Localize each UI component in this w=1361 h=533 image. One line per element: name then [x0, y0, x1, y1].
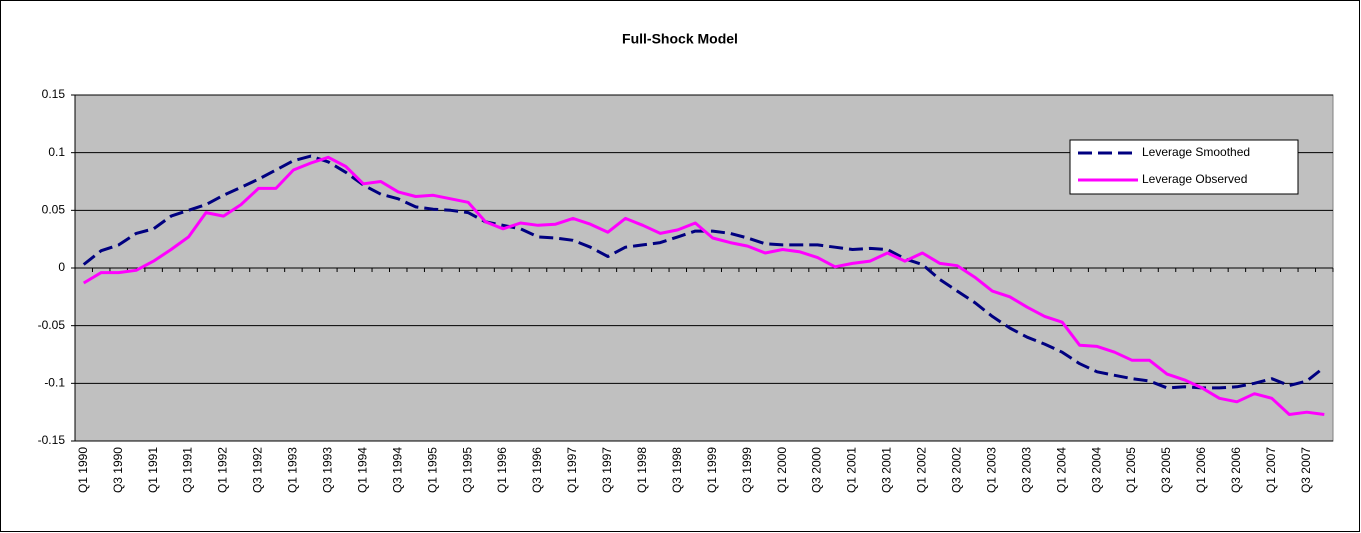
x-tick-label: Q3 1996 [530, 447, 544, 493]
chart-title: Full-Shock Model [622, 31, 738, 47]
series-line [82, 155, 1325, 416]
x-tick-label: Q1 2002 [915, 447, 929, 493]
x-tick-label: Q3 2001 [880, 447, 894, 493]
y-tick-label: -0.1 [44, 376, 65, 390]
x-tick-label: Q1 2006 [1194, 447, 1208, 493]
x-tick-label: Q3 2005 [1159, 447, 1173, 493]
x-tick-label: Q3 1992 [251, 447, 265, 493]
x-tick-label: Q3 1994 [390, 447, 404, 493]
legend-label: Leverage Smoothed [1142, 145, 1250, 159]
x-tick-label: Q3 2000 [810, 447, 824, 493]
x-tick-label: Q3 1990 [111, 447, 125, 493]
x-tick-label: Q3 1999 [740, 447, 754, 493]
x-tick-label: Q3 1997 [600, 447, 614, 493]
x-tick-label: Q3 2003 [1019, 447, 1033, 493]
x-tick-label: Q1 1999 [705, 447, 719, 493]
y-tick-label: 0.05 [42, 203, 66, 217]
x-tick-label: Q3 1998 [670, 447, 684, 493]
x-tick-label: Q1 2005 [1124, 447, 1138, 493]
x-tick-label: Q1 2003 [984, 447, 998, 493]
x-tick-label: Q1 1998 [635, 447, 649, 493]
x-tick-label: Q1 2007 [1264, 447, 1278, 493]
x-tick-label: Q1 1997 [565, 447, 579, 493]
x-tick-label: Q3 2002 [950, 447, 964, 493]
x-tick-label: Q1 1995 [425, 447, 439, 493]
y-tick-label: -0.15 [38, 433, 66, 447]
legend-box [1069, 139, 1299, 195]
legend-label: Leverage Observed [1142, 172, 1247, 186]
x-tick-label: Q1 1991 [146, 447, 160, 493]
y-tick-label: 0.1 [48, 145, 65, 159]
x-tick-label: Q1 1994 [355, 447, 369, 493]
x-tick-label: Q1 1990 [76, 447, 90, 493]
x-tick-label: Q3 2006 [1229, 447, 1243, 493]
y-tick-label: -0.05 [38, 318, 66, 332]
x-tick-label: Q1 2001 [845, 447, 859, 493]
x-tick-label: Q3 2007 [1299, 447, 1313, 493]
x-tick-label: Q1 2004 [1054, 447, 1068, 493]
x-tick-label: Q1 2000 [775, 447, 789, 493]
x-tick-label: Q3 1991 [181, 447, 195, 493]
x-tick-label: Q3 2004 [1089, 447, 1103, 493]
y-tick-label: 0 [58, 260, 65, 274]
x-tick-label: Q3 1995 [460, 447, 474, 493]
x-tick-label: Q1 1993 [286, 447, 300, 493]
x-tick-label: Q1 1992 [216, 447, 230, 493]
x-tick-label: Q1 1996 [495, 447, 509, 493]
y-tick-label: 0.15 [42, 87, 66, 101]
x-tick-label: Q3 1993 [321, 447, 335, 493]
